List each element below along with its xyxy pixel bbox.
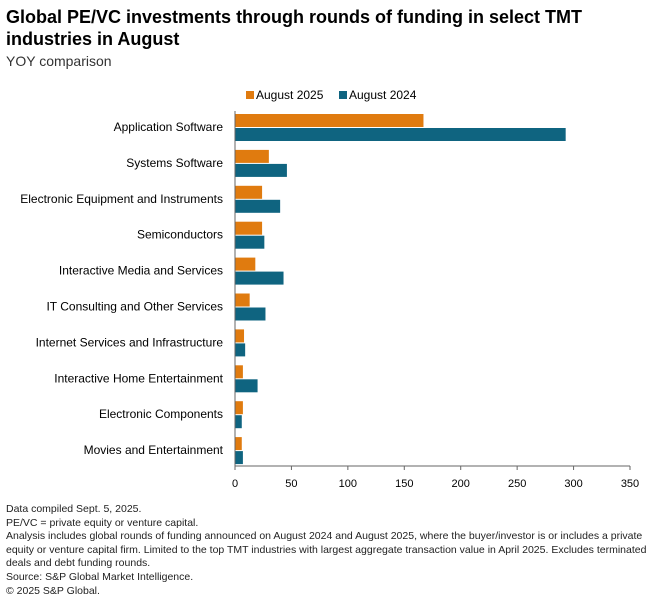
bar: [235, 149, 269, 163]
bar: [235, 415, 242, 429]
bar: [235, 293, 250, 307]
bar: [235, 379, 258, 393]
x-tick-label: 0: [232, 478, 238, 490]
bar: [235, 451, 243, 465]
bar: [235, 185, 263, 199]
category-label: Semiconductors: [137, 228, 223, 242]
x-tick-label: 250: [508, 478, 526, 490]
legend-swatch: [246, 91, 254, 99]
bar: [235, 199, 281, 213]
footnote-analysis: Analysis includes global rounds of fundi…: [6, 530, 647, 570]
legend-label: August 2025: [256, 88, 324, 102]
footnote-compiled: Data compiled Sept. 5, 2025.: [6, 503, 142, 515]
bar: [235, 257, 256, 271]
category-label: Electronic Components: [99, 407, 223, 421]
x-tick-label: 50: [285, 478, 297, 490]
bar: [235, 271, 284, 285]
bar: [235, 163, 287, 177]
x-tick-label: 350: [621, 478, 639, 490]
x-tick-label: 300: [564, 478, 582, 490]
bar: [235, 235, 265, 249]
bars-group: [235, 114, 566, 465]
chart-subtitle: YOY comparison: [6, 53, 112, 69]
footnote-source: Source: S&P Global Market Intelligence.: [6, 570, 194, 583]
footnote-pevc: PE/VC = private equity or venture capita…: [6, 516, 199, 529]
category-label: Electronic Equipment and Instruments: [20, 192, 223, 206]
x-tick-label: 150: [395, 478, 413, 490]
footnote-copyright: © 2025 S&P Global.: [6, 584, 100, 597]
bar: [235, 307, 266, 321]
bar: [235, 365, 243, 379]
bar: [235, 437, 242, 451]
bar: [235, 343, 246, 357]
chart-title: Global PE/VC investments through rounds …: [6, 7, 583, 49]
category-label: Interactive Media and Services: [59, 264, 223, 278]
bar: [235, 401, 243, 415]
bar-chart: August 2025 August 2024 Application Softw…: [20, 88, 639, 490]
category-label: Systems Software: [126, 156, 223, 170]
legend-swatch: [339, 91, 347, 99]
category-label: IT Consulting and Other Services: [46, 300, 223, 314]
bar: [235, 128, 566, 141]
x-tick-label: 100: [339, 478, 357, 490]
category-label: Internet Services and Infrastructure: [36, 335, 224, 349]
x-tick-label: 200: [452, 478, 470, 490]
legend: August 2025 August 2024: [246, 88, 417, 102]
bar: [235, 329, 245, 343]
x-axis: 0 50 100 150 200 250 300 350: [232, 111, 639, 490]
bar: [235, 114, 424, 127]
footnotes: Data compiled Sept. 5, 2025. PE/VC = pri…: [6, 503, 656, 598]
category-label: Application Software: [114, 120, 224, 134]
category-label: Movies and Entertainment: [84, 443, 224, 457]
category-label: Interactive Home Entertainment: [54, 371, 223, 385]
legend-label: August 2024: [349, 88, 417, 102]
category-labels: Application Software Systems Software Elec…: [20, 120, 223, 457]
bar: [235, 221, 263, 235]
